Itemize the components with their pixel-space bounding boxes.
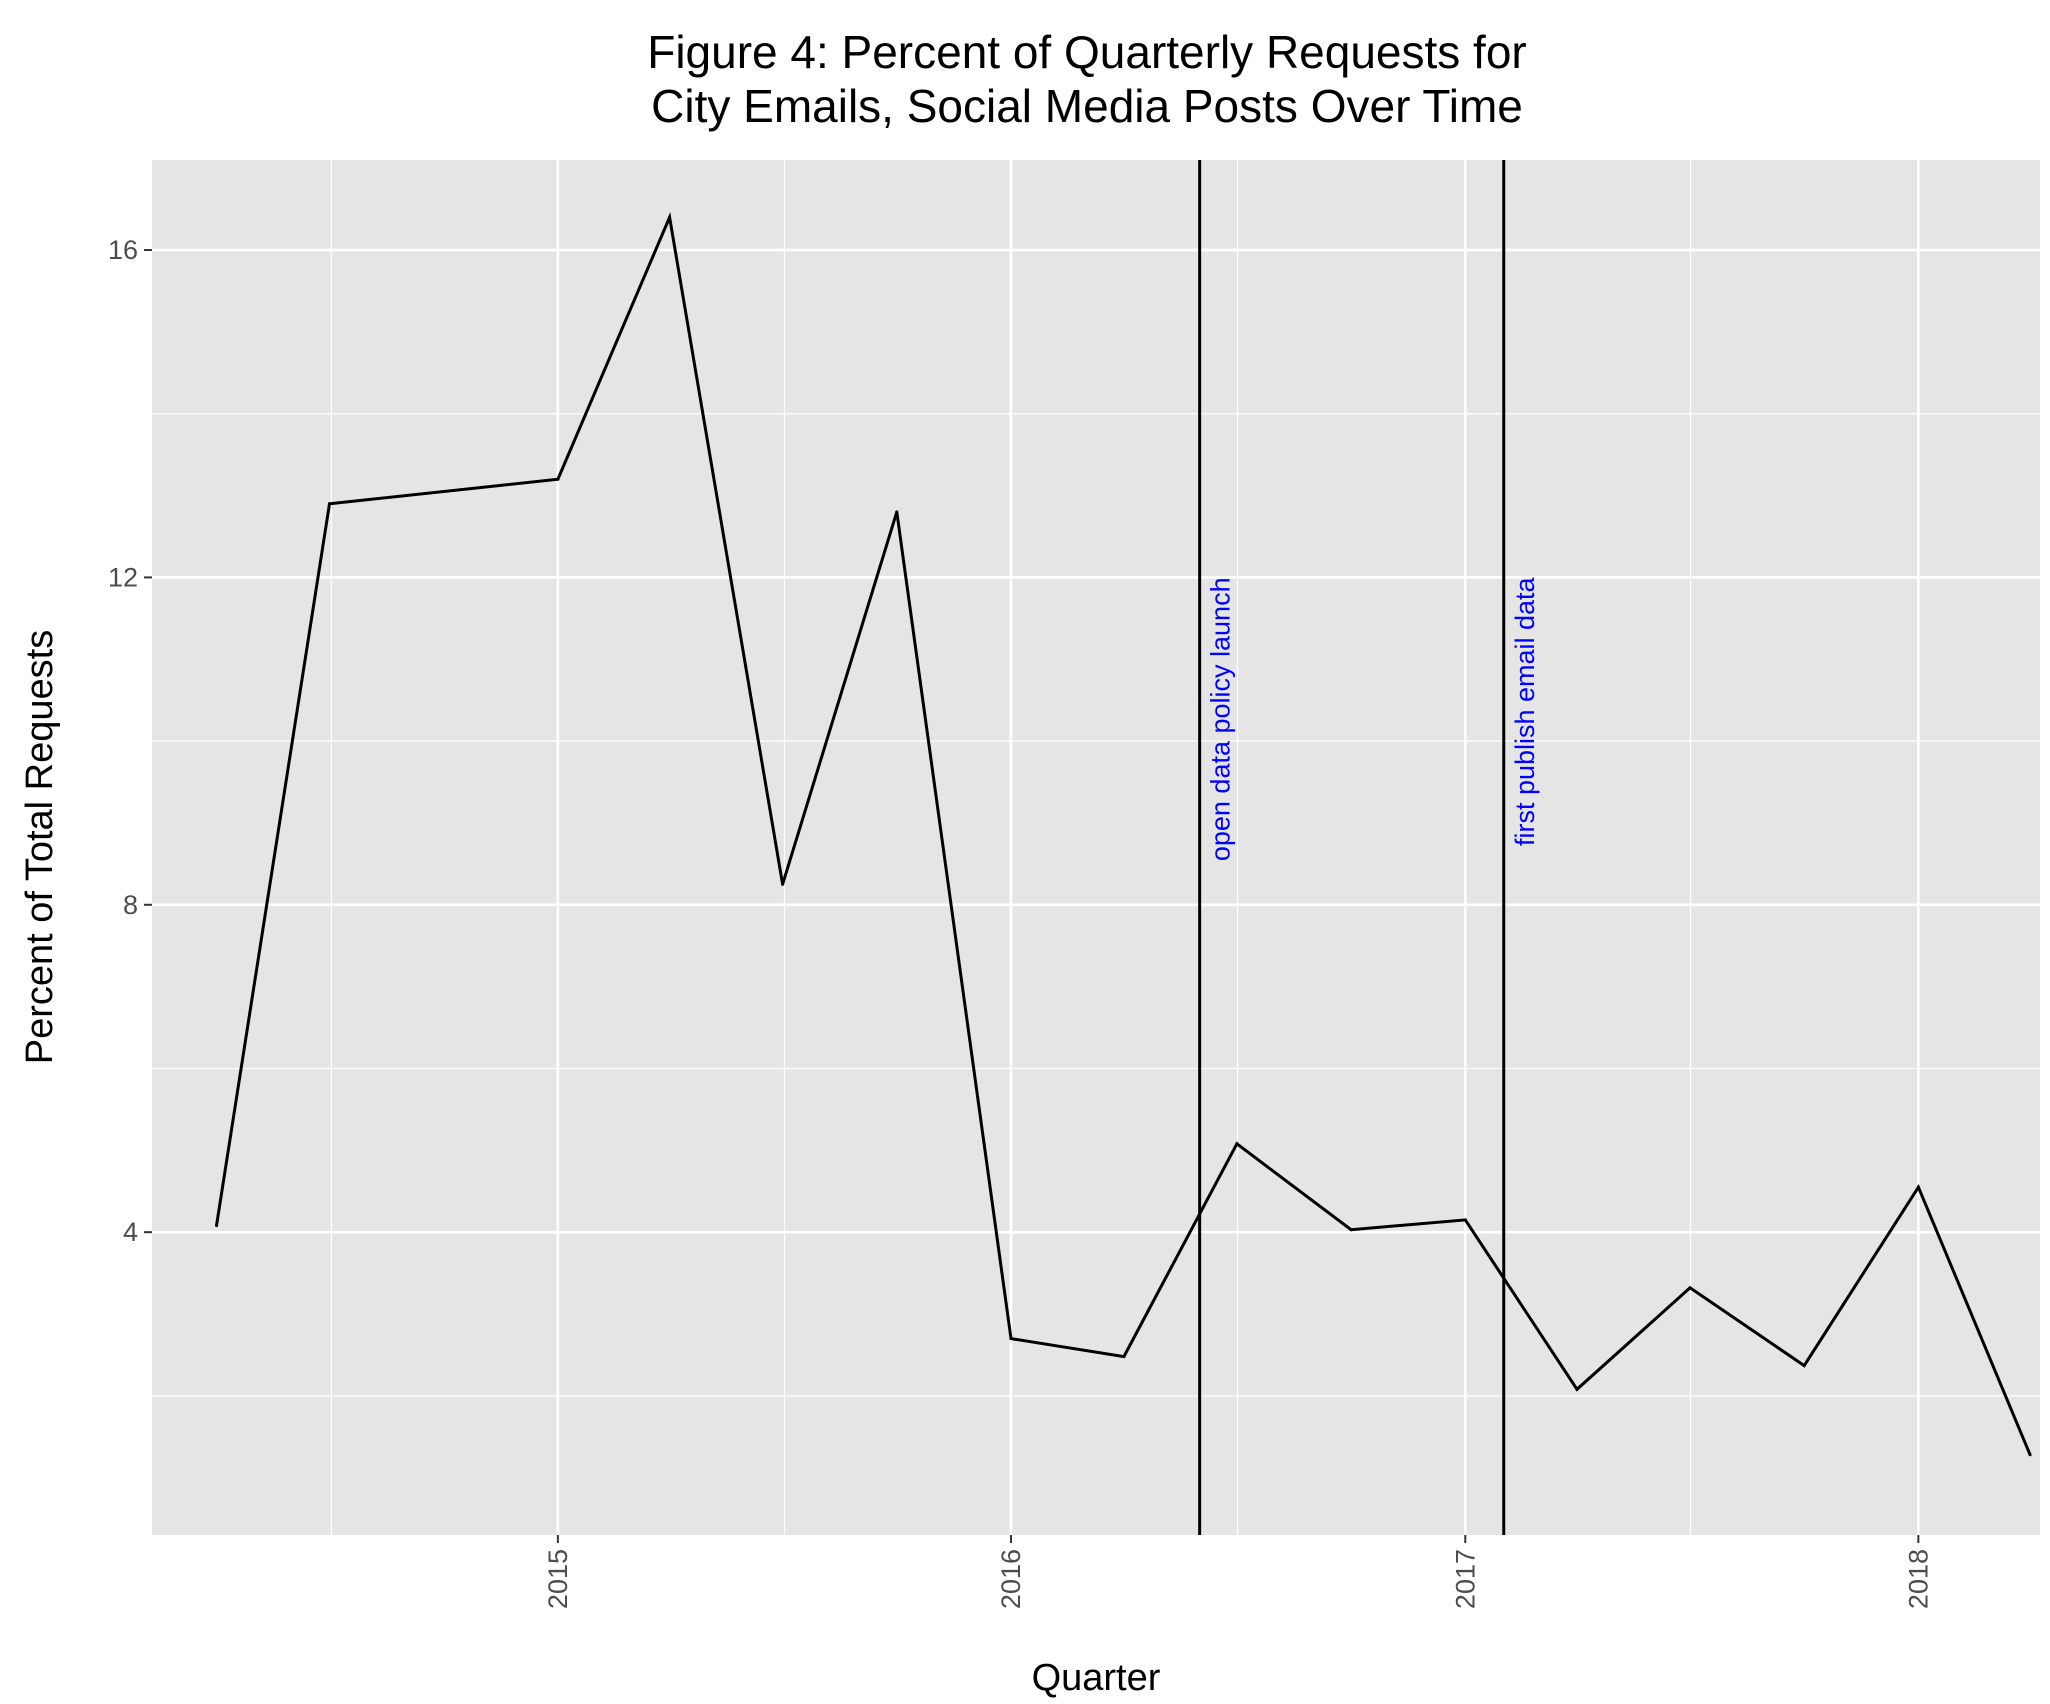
y-axis: 4 8 12 16 xyxy=(108,235,152,1247)
data-point xyxy=(668,215,672,219)
y-tick-label: 12 xyxy=(108,562,138,592)
x-tick-label: 2017 xyxy=(1450,1549,1480,1609)
plot-panel xyxy=(152,160,2040,1535)
chart-title-line-1: Figure 4: Percent of Quarterly Requests … xyxy=(647,26,1527,78)
y-tick-label: 4 xyxy=(123,1217,138,1247)
y-axis-title: Percent of Total Requests xyxy=(19,630,61,1064)
data-point xyxy=(2028,1453,2032,1457)
data-point xyxy=(556,477,560,481)
data-point xyxy=(1349,1228,1353,1232)
y-tick-label: 8 xyxy=(123,890,138,920)
data-point xyxy=(781,882,785,886)
y-tick-label: 16 xyxy=(108,235,138,265)
data-point xyxy=(215,1224,219,1228)
chart-title-line-2: City Emails, Social Media Posts Over Tim… xyxy=(651,80,1523,132)
annotation-lines: open data policy launch first publish ema… xyxy=(1198,160,1540,1535)
data-point xyxy=(1575,1387,1579,1391)
series-line xyxy=(215,212,2032,1456)
x-axis-title: Quarter xyxy=(1032,1657,1161,1699)
data-point xyxy=(1463,1218,1467,1222)
annotation-label: open data policy launch xyxy=(1206,577,1236,861)
x-axis: 2015 2016 2017 2018 xyxy=(543,1535,1933,1609)
data-point xyxy=(1122,1355,1126,1359)
data-point xyxy=(1009,1337,1013,1341)
annotation-label: first publish email data xyxy=(1510,576,1540,846)
data-series xyxy=(215,212,2032,1457)
data-point xyxy=(1235,1142,1239,1146)
data-point xyxy=(328,502,332,506)
x-tick-label: 2015 xyxy=(543,1549,573,1609)
gridlines xyxy=(152,160,2040,1535)
data-point xyxy=(1802,1364,1806,1368)
data-point xyxy=(1688,1286,1692,1290)
x-tick-label: 2018 xyxy=(1903,1549,1933,1609)
data-point xyxy=(1916,1185,1920,1189)
x-tick-label: 2016 xyxy=(996,1549,1026,1609)
data-point xyxy=(895,510,899,514)
